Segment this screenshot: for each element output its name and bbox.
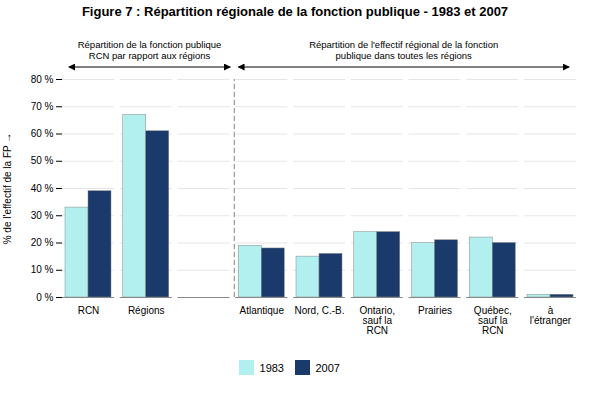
svg-text:80 %: 80 % — [31, 74, 54, 85]
svg-text:10 %: 10 % — [31, 264, 54, 275]
svg-text:20 %: 20 % — [31, 237, 54, 248]
html-text:1983: 1983 — [259, 361, 284, 374]
svg-text:Répartition de la fonction pub: Répartition de la fonction publiqueRCN p… — [78, 39, 222, 61]
svg-text:60 %: 60 % — [31, 128, 54, 139]
svg-text:70 %: 70 % — [31, 101, 54, 112]
svg-text:40 %: 40 % — [31, 183, 54, 194]
svg-text:Ontario,sauf laRCN: Ontario,sauf laRCN — [359, 305, 395, 336]
svg-text:RCN: RCN — [78, 305, 100, 316]
svg-text:50 %: 50 % — [31, 155, 54, 166]
html-text:Figure 7 : Répartition régiona: Figure 7 : Répartition régionale de la f… — [81, 4, 509, 19]
svg-text:Québec,sauf laRCN: Québec,sauf laRCN — [474, 305, 512, 336]
svg-text:Prairies: Prairies — [418, 305, 452, 316]
svg-text:àl'étranger: àl'étranger — [530, 305, 572, 326]
svg-text:Régions: Régions — [128, 305, 165, 316]
svg-text:30 %: 30 % — [31, 210, 54, 221]
svg-text:Répartition de l'effectif régi: Répartition de l'effectif régional de la… — [309, 39, 498, 61]
svg-text:Nord, C.-B.: Nord, C.-B. — [294, 305, 344, 316]
svg-text:0 %: 0 % — [36, 292, 53, 303]
svg-text:% de l'effectif de la FP →: % de l'effectif de la FP → — [2, 133, 13, 245]
svg-text:Atlantique: Atlantique — [240, 305, 285, 316]
html-text:2007: 2007 — [315, 361, 340, 374]
